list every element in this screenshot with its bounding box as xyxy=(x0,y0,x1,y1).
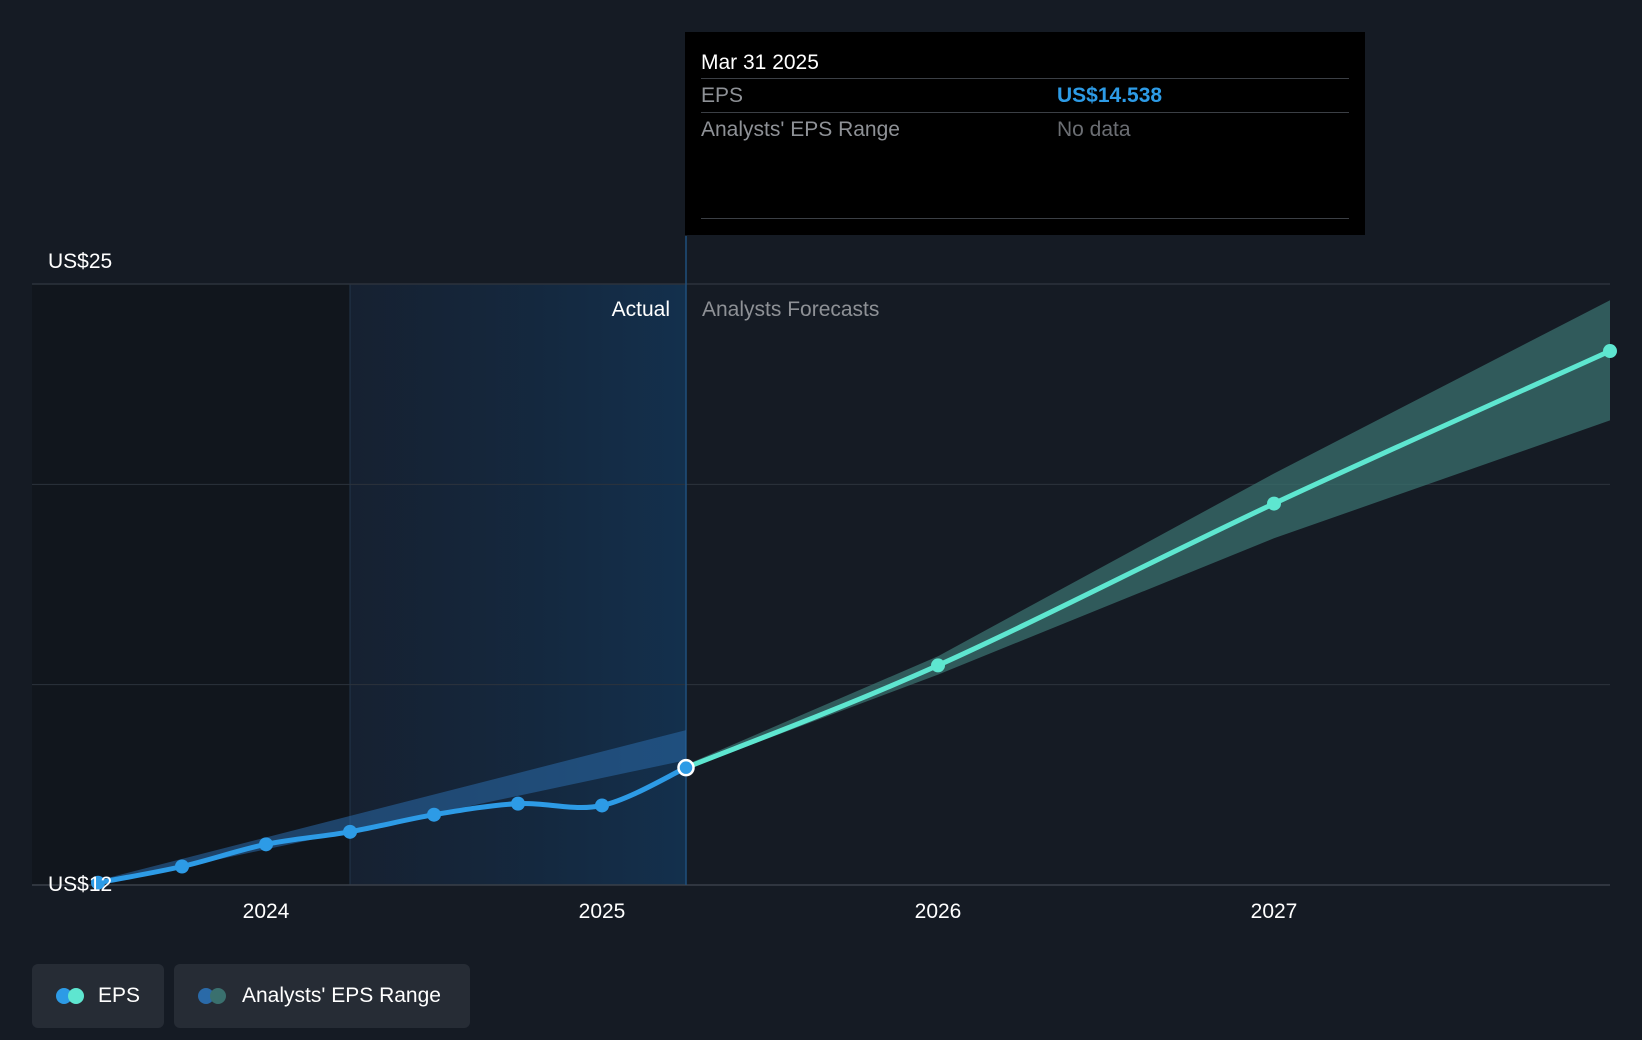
y-tick-label: US$12 xyxy=(48,873,112,896)
eps-legend-icon xyxy=(56,988,86,1004)
range-band-actual xyxy=(98,730,686,885)
eps-point-actual xyxy=(259,837,273,852)
eps-point-actual xyxy=(175,859,189,874)
legend-label-eps: EPS xyxy=(97,984,140,1007)
tooltip-eps-value: US$14.538 xyxy=(1057,83,1163,107)
eps-point-forecast xyxy=(1267,496,1281,511)
eps-point-actual xyxy=(595,798,609,813)
eps-line-forecast xyxy=(683,348,1613,771)
hover-tooltip: Mar 31 2025 EPS US$14.538 Analysts' EPS … xyxy=(685,32,1365,235)
x-tick-label: 2027 xyxy=(1251,900,1298,923)
eps-point-actual xyxy=(91,875,105,890)
eps-point-actual xyxy=(427,807,441,822)
eps-line-actual xyxy=(95,765,689,886)
eps-point-highlighted xyxy=(677,758,695,777)
legend-dot-range-forecast xyxy=(210,988,226,1004)
tooltip-range-key: Analysts' EPS Range xyxy=(701,117,900,141)
legend: EPS Analysts' EPS Range xyxy=(32,964,470,1028)
y-tick-label: US$25 xyxy=(48,250,112,273)
range-legend-icon xyxy=(198,988,230,1004)
x-tick-label: 2024 xyxy=(243,900,290,923)
range-band-forecast xyxy=(686,300,1610,770)
legend-item-eps[interactable]: EPS xyxy=(32,964,164,1028)
actual-region-label: Actual xyxy=(612,298,670,321)
eps-point-forecast xyxy=(931,658,945,673)
eps-point-forecast xyxy=(1603,344,1617,359)
eps-point-actual xyxy=(343,824,357,839)
tooltip-divider xyxy=(701,218,1349,219)
x-tick-label: 2026 xyxy=(915,900,962,923)
legend-label-range: Analysts' EPS Range xyxy=(242,984,441,1007)
x-tick-label: 2025 xyxy=(579,900,626,923)
legend-dot-forecast xyxy=(68,988,84,1004)
forecast-region-label: Analysts Forecasts xyxy=(702,298,879,321)
tooltip-date: Mar 31 2025 xyxy=(701,51,819,74)
eps-point-actual xyxy=(511,796,525,811)
tooltip-eps-key: EPS xyxy=(701,83,744,107)
past-shade xyxy=(32,284,350,885)
tooltip-row-eps: EPS US$14.538 xyxy=(701,78,1349,112)
legend-item-range[interactable]: Analysts' EPS Range xyxy=(174,964,470,1028)
tooltip-row-range: Analysts' EPS Range No data xyxy=(701,112,1349,146)
tooltip-range-value: No data xyxy=(1057,117,1131,141)
